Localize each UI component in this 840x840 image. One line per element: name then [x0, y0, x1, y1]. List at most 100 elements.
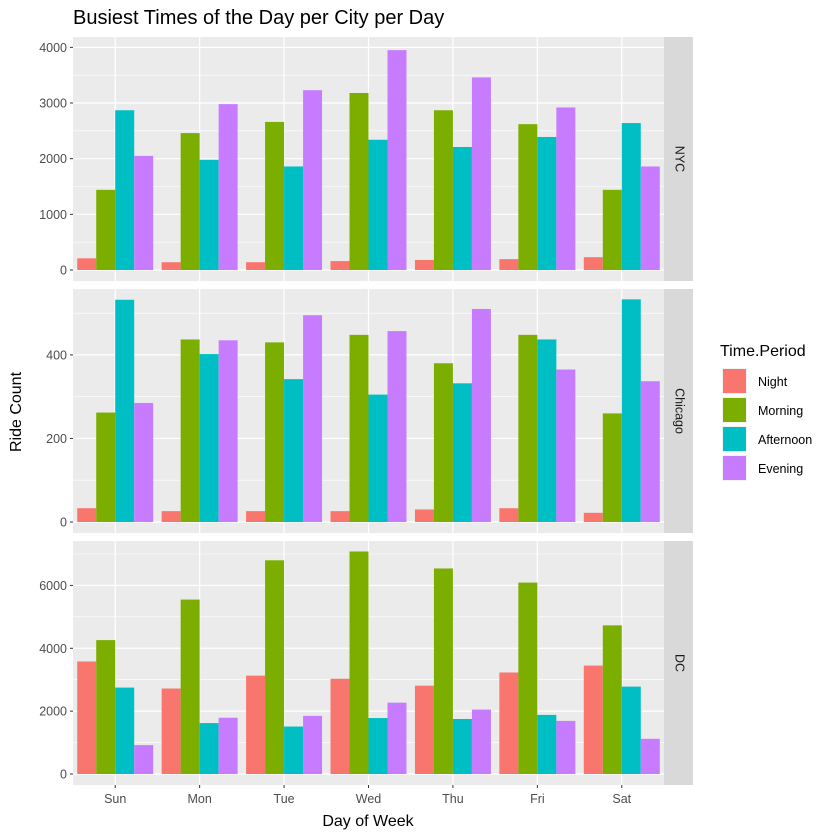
- bar-evening-fri: [556, 107, 576, 270]
- facet-strip: [664, 37, 693, 281]
- bar-morning-sat: [602, 189, 622, 270]
- bar-afternoon-sat: [621, 299, 641, 522]
- bar-afternoon-wed: [368, 139, 388, 270]
- bar-afternoon-sun: [115, 687, 135, 774]
- bar-morning-mon: [180, 133, 200, 270]
- bar-evening-sun: [134, 402, 154, 522]
- bar-night-sun: [77, 661, 97, 774]
- bar-afternoon-tue: [284, 379, 304, 522]
- bar-evening-thu: [471, 308, 491, 522]
- x-tick-label: Sun: [104, 792, 126, 806]
- x-tick-label: Thu: [442, 792, 464, 806]
- bar-evening-thu: [471, 709, 491, 774]
- bar-morning-fri: [518, 124, 538, 271]
- y-tick-label: 2000: [39, 705, 67, 719]
- bar-night-fri: [499, 672, 519, 774]
- bar-afternoon-mon: [199, 723, 219, 774]
- bar-evening-sun: [134, 155, 154, 270]
- y-tick-label: 2000: [39, 152, 67, 166]
- bar-afternoon-thu: [452, 383, 472, 522]
- bar-night-fri: [499, 259, 519, 270]
- bar-evening-sat: [640, 738, 660, 774]
- legend-key-morning: [723, 398, 746, 422]
- bar-afternoon-wed: [368, 394, 388, 522]
- bar-afternoon-sat: [621, 686, 641, 774]
- bar-evening-tue: [303, 715, 323, 774]
- bar-afternoon-fri: [537, 339, 557, 522]
- legend-key-evening: [723, 456, 746, 480]
- bar-night-sat: [583, 512, 603, 522]
- facet-strip-label: NYC: [673, 146, 687, 172]
- legend-label-night: Night: [758, 375, 788, 389]
- y-tick-label: 0: [60, 264, 67, 278]
- bar-evening-mon: [218, 340, 238, 522]
- bar-morning-mon: [180, 339, 200, 522]
- bar-night-thu: [414, 259, 434, 270]
- bar-evening-wed: [387, 702, 407, 774]
- legend-label-evening: Evening: [758, 462, 803, 476]
- x-axis-title: Day of Week: [322, 813, 414, 830]
- y-axis-title: Ride Count: [8, 371, 25, 452]
- bar-evening-wed: [387, 50, 407, 270]
- bar-night-thu: [414, 509, 434, 522]
- y-tick-label: 6000: [39, 579, 67, 593]
- bar-morning-wed: [349, 92, 369, 270]
- facet-panels: 0 1000 2000 3000 4000 NYC 0 200 400 Chicago 0 2000 4…: [39, 37, 693, 785]
- facet-strip: [664, 289, 693, 533]
- bar-morning-wed: [349, 334, 369, 522]
- bar-night-mon: [161, 688, 181, 774]
- bar-morning-fri: [518, 334, 538, 522]
- facet-panel-dc: 0 2000 4000 6000 DC: [39, 541, 693, 785]
- x-tick-label: Mon: [187, 792, 211, 806]
- legend-key-afternoon: [723, 427, 746, 451]
- bar-morning-sat: [602, 625, 622, 774]
- y-tick-label: 1000: [39, 208, 67, 222]
- bar-night-fri: [499, 508, 519, 522]
- bar-afternoon-thu: [452, 719, 472, 774]
- legend: Time.Period Night Morning Afternoon Evening: [720, 343, 812, 481]
- bar-night-thu: [414, 685, 434, 774]
- bar-afternoon-thu: [452, 146, 472, 270]
- bar-afternoon-mon: [199, 159, 219, 270]
- bar-morning-thu: [433, 110, 453, 270]
- bar-afternoon-sun: [115, 299, 135, 522]
- bar-night-mon: [161, 511, 181, 522]
- x-tick-label: Wed: [356, 792, 382, 806]
- y-tick-label: 0: [60, 516, 67, 530]
- bar-morning-sun: [96, 412, 116, 522]
- bar-night-wed: [330, 678, 350, 774]
- bar-morning-sat: [602, 413, 622, 522]
- bar-morning-sun: [96, 189, 116, 270]
- facet-panel-nyc: 0 1000 2000 3000 4000 NYC: [39, 37, 693, 281]
- bar-morning-tue: [265, 342, 285, 522]
- bar-evening-mon: [218, 104, 238, 270]
- bar-afternoon-tue: [284, 726, 304, 774]
- legend-label-afternoon: Afternoon: [758, 433, 812, 447]
- bar-morning-thu: [433, 363, 453, 522]
- legend-label-morning: Morning: [758, 404, 803, 418]
- y-tick-label: 4000: [39, 41, 67, 55]
- bar-afternoon-wed: [368, 718, 388, 774]
- bar-evening-sat: [640, 381, 660, 522]
- bar-night-tue: [246, 675, 266, 774]
- facet-strip: [664, 541, 693, 785]
- bar-night-wed: [330, 511, 350, 522]
- y-tick-label: 4000: [39, 642, 67, 656]
- bar-night-sat: [583, 665, 603, 774]
- y-tick-label: 3000: [39, 97, 67, 111]
- x-axis: Sun Mon Tue Wed Thu Fri Sat: [104, 785, 632, 806]
- chart-title: Busiest Times of the Day per City per Da…: [73, 7, 444, 29]
- x-tick-label: Fri: [530, 792, 545, 806]
- bar-evening-fri: [556, 369, 576, 522]
- bar-afternoon-tue: [284, 166, 304, 270]
- bar-afternoon-sun: [115, 110, 135, 270]
- legend-title: Time.Period: [720, 343, 806, 360]
- x-tick-label: Tue: [274, 792, 295, 806]
- bar-evening-tue: [303, 90, 323, 270]
- bar-morning-wed: [349, 551, 369, 774]
- bar-morning-tue: [265, 560, 285, 774]
- bar-evening-sun: [134, 745, 154, 774]
- bar-morning-sun: [96, 640, 116, 774]
- bar-evening-sat: [640, 166, 660, 270]
- bar-night-wed: [330, 261, 350, 270]
